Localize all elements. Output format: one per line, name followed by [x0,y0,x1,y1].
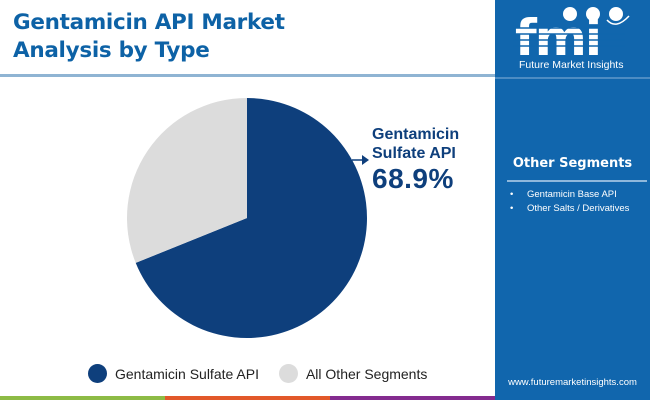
bar-segment-green [0,396,165,400]
pie-slice-other [127,98,247,263]
logo-text: Future Market Insights [519,59,624,71]
other-segments-list: Gentamicin Base API Other Salts / Deriva… [507,188,629,216]
callout-name-line-2: Sulfate API [372,145,456,162]
segment-item: Other Salts / Derivatives [507,202,629,216]
logo-divider [495,77,650,79]
title-line-2: Analysis by Type [13,38,210,63]
chart-legend: Gentamicin Sulfate API All Other Segment… [88,364,447,383]
callout-label: Gentamicin Sulfate API 68.9% [372,125,459,195]
bar-segment-orange [165,396,330,400]
pie-slice-sulfate [135,98,368,338]
svg-text:fmi: fmi [515,9,600,60]
callout-name-line-1: Gentamicin [372,126,460,143]
legend-item-other: All Other Segments [278,364,428,383]
pie-slices [127,98,368,338]
legend-label-sulfate: Gentamicin Sulfate API [115,365,259,382]
other-segments-divider [507,180,647,182]
title-line-1: Gentamicin API Market [13,10,285,35]
chart-title: Gentamicin API Market Analysis by Type [13,9,483,65]
other-segments-title: Other Segments [512,156,633,171]
bar-segment-purple [330,396,495,400]
legend-item-sulfate: Gentamicin Sulfate API [88,364,259,383]
legend-label-other: All Other Segments [305,365,428,382]
title-divider [0,74,495,77]
bottom-color-bar [0,396,495,400]
legend-swatch-sulfate [88,364,107,383]
side-panel: fmi Future Market Insights Other Segment… [495,0,650,400]
fmi-logo-mark-icon: fmi [513,7,630,67]
callout-value: 68.9% [372,163,454,194]
fmi-logo: fmi Future Market Insights [495,0,650,78]
legend-swatch-other [278,364,298,383]
segment-item: Gentamicin Base API [507,188,629,202]
callout-arrow-head [362,155,369,165]
website-url: www.futuremarketinsights.com [508,377,637,388]
pie-chart [127,98,369,338]
